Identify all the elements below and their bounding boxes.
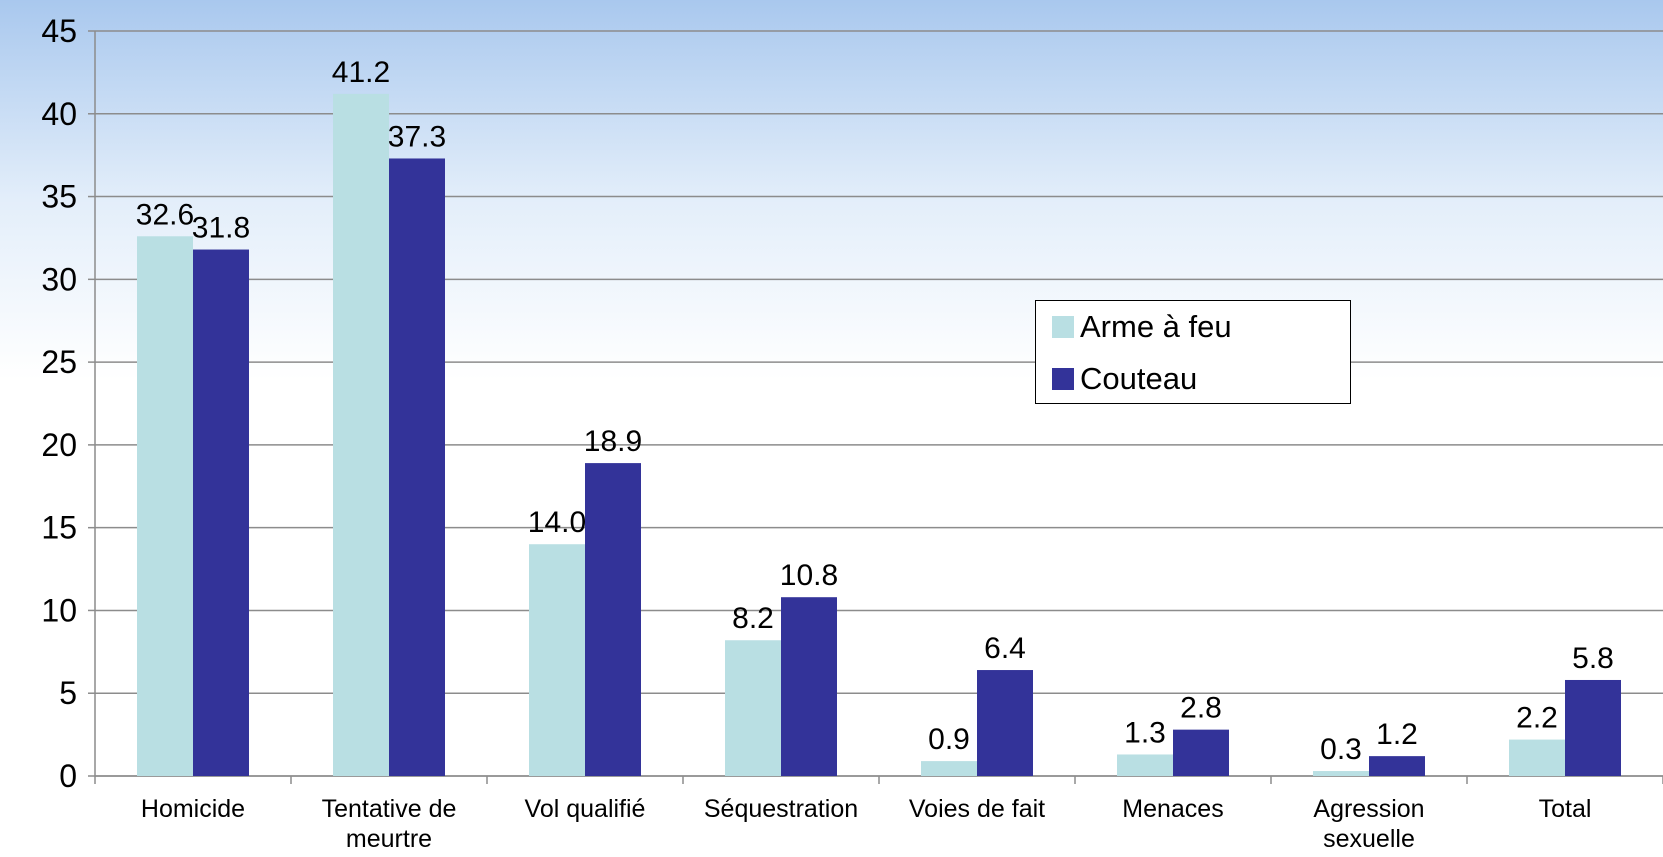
y-tick-label: 5 — [59, 675, 77, 711]
x-tick-label: Séquestration — [703, 795, 859, 823]
value-label: 2.2 — [1516, 702, 1558, 735]
legend-item: Couteau — [1052, 361, 1197, 397]
x-tick-label: Vol qualifié — [524, 795, 646, 823]
bar — [725, 640, 781, 776]
bar — [1117, 754, 1173, 776]
bar — [977, 670, 1033, 776]
bar — [1173, 729, 1229, 776]
value-label: 1.3 — [1124, 716, 1166, 749]
value-label: 10.8 — [780, 559, 838, 592]
value-label: 6.4 — [984, 632, 1026, 665]
value-label: 32.6 — [136, 198, 194, 231]
x-tick-label: Tentative de meurtre — [321, 795, 457, 853]
y-tick-label: 45 — [41, 13, 77, 49]
legend: Arme à feu Couteau — [1035, 300, 1351, 404]
x-tick-label: Voies de fait — [908, 795, 1046, 823]
bar — [1313, 771, 1369, 776]
x-tick-label: Agression sexuelle — [1313, 795, 1425, 853]
value-label: 31.8 — [192, 212, 250, 245]
bar — [1565, 679, 1621, 776]
value-label: 2.8 — [1180, 692, 1222, 725]
bar — [585, 463, 641, 776]
legend-label: Arme à feu — [1080, 309, 1232, 344]
x-tick-label: Total — [1538, 795, 1592, 823]
value-label: 1.2 — [1376, 718, 1418, 751]
y-tick-label: 30 — [41, 261, 77, 297]
y-tick-label: 15 — [41, 510, 77, 546]
bar — [137, 236, 193, 777]
y-tick-label: 20 — [41, 427, 77, 463]
legend-item: Arme à feu — [1052, 309, 1232, 345]
bar — [921, 761, 977, 776]
bar — [193, 249, 249, 777]
y-tick-label: 25 — [41, 344, 77, 380]
bar — [529, 544, 585, 776]
value-label: 8.2 — [732, 602, 774, 635]
value-label: 0.3 — [1320, 733, 1362, 766]
bar — [781, 597, 837, 776]
y-tick-label: 10 — [41, 592, 77, 628]
value-label: 37.3 — [388, 120, 446, 153]
value-label: 18.9 — [584, 425, 642, 458]
value-label: 0.9 — [928, 723, 970, 756]
bar — [1369, 756, 1425, 776]
y-tick-label: 40 — [41, 96, 77, 132]
value-label: 5.8 — [1572, 642, 1614, 675]
y-tick-label: 35 — [41, 179, 77, 215]
bar — [389, 158, 445, 776]
y-tick-label: 0 — [59, 758, 77, 794]
legend-label: Couteau — [1080, 361, 1198, 396]
x-tick-label: Homicide — [140, 795, 246, 823]
legend-swatch — [1052, 368, 1074, 390]
legend-swatch — [1052, 316, 1074, 338]
bar — [333, 93, 389, 776]
x-tick-label: Menaces — [1122, 795, 1224, 823]
value-label: 14.0 — [528, 506, 586, 539]
value-label: 41.2 — [332, 56, 390, 89]
bar — [1509, 739, 1565, 776]
